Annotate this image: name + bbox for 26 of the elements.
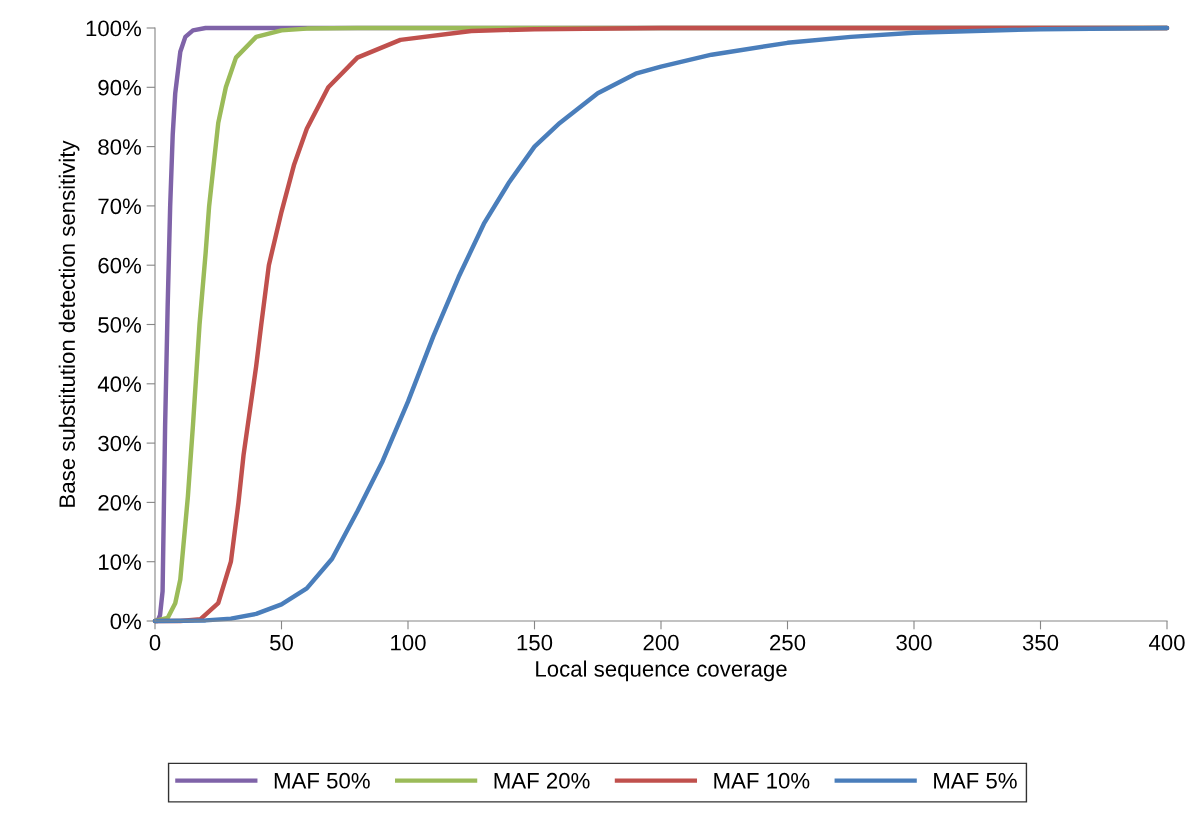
y-tick-label: 50%	[98, 317, 142, 333]
y-tick-label: 10%	[99, 554, 142, 570]
y-tick-label: 20%	[98, 494, 142, 511]
legend-label: MAF 20%	[494, 772, 590, 789]
y-tick-label: 70%	[98, 198, 142, 215]
x-tick-label: 100	[391, 634, 426, 651]
y-tick-label: 100%	[86, 20, 142, 37]
x-tick-label: 400	[1148, 634, 1185, 651]
y-tick-label: 0%	[110, 613, 142, 630]
legend-label: MAF 50%	[274, 772, 370, 789]
y-axis-title: Base substitution detection sensitivity	[58, 140, 80, 507]
y-tick-label: 30%	[98, 435, 142, 452]
x-tick-label: 0	[149, 634, 161, 651]
x-tick-label: 300	[896, 634, 932, 651]
y-tick-label: 60%	[98, 257, 142, 274]
x-tick-label: 350	[1022, 634, 1059, 651]
x-tick-label: 250	[770, 634, 806, 651]
y-tick-label: 90%	[98, 79, 142, 96]
x-tick-label: 50	[270, 634, 293, 651]
legend-label: MAF 5%	[934, 772, 1017, 789]
x-tick-label: 150	[517, 634, 553, 651]
x-tick-label: 200	[643, 634, 679, 651]
y-tick-label: 80%	[98, 139, 142, 155]
y-tick-label: 40%	[97, 376, 142, 393]
legend-label: MAF 10%	[714, 772, 810, 789]
x-axis-title: Local sequence coverage	[536, 660, 787, 682]
